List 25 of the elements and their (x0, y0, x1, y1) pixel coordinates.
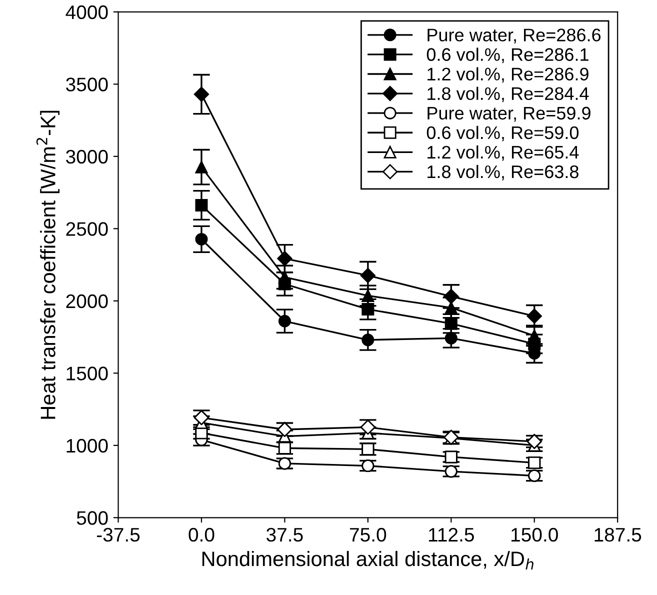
legend-label: Pure water, Re=286.6 (428, 28, 601, 44)
y-tick-label: 4000 (66, 5, 108, 20)
y-tick-label: 3500 (66, 78, 108, 92)
y-tick-label: 500 (76, 511, 108, 525)
y-tick-label: 3000 (66, 150, 108, 164)
y-axis-title: Heat transfer coefficient [W/m$^{2}$-K] (36, 110, 60, 419)
legend-label: Pure water, Re=59.9 (428, 106, 590, 122)
x-axis-title: Nondimensional axial distance, x/D$_{h}$ (202, 550, 534, 570)
legend-label: 1.8 vol.%, Re=63.8 (428, 164, 578, 180)
legend-label: 1.8 vol.%, Re=284.4 (428, 86, 589, 102)
y-tick-label: 2000 (66, 294, 108, 308)
x-tick-label: 37.5 (266, 528, 303, 542)
legend-label: 1.2 vol.%, Re=65.4 (428, 145, 579, 161)
x-tick-label: -37.5 (96, 528, 140, 542)
y-tick-label: 1000 (66, 438, 108, 453)
y-tick-label: 2500 (66, 222, 108, 236)
x-tick-label: 75.0 (350, 528, 386, 542)
x-tick-label: 112.5 (429, 528, 474, 542)
x-tick-label: 187.5 (594, 528, 642, 542)
legend-label: 1.2 vol.%, Re=286.9 (428, 67, 588, 83)
legend-label: 0.6 vol.%, Re=59.0 (426, 126, 579, 142)
y-tick-label: 1500 (66, 366, 108, 380)
x-tick-label: 150.0 (512, 528, 558, 542)
x-tick-label: 0.0 (188, 528, 214, 542)
legend-label: 0.6 vol.%, Re=286.1 (426, 48, 588, 64)
